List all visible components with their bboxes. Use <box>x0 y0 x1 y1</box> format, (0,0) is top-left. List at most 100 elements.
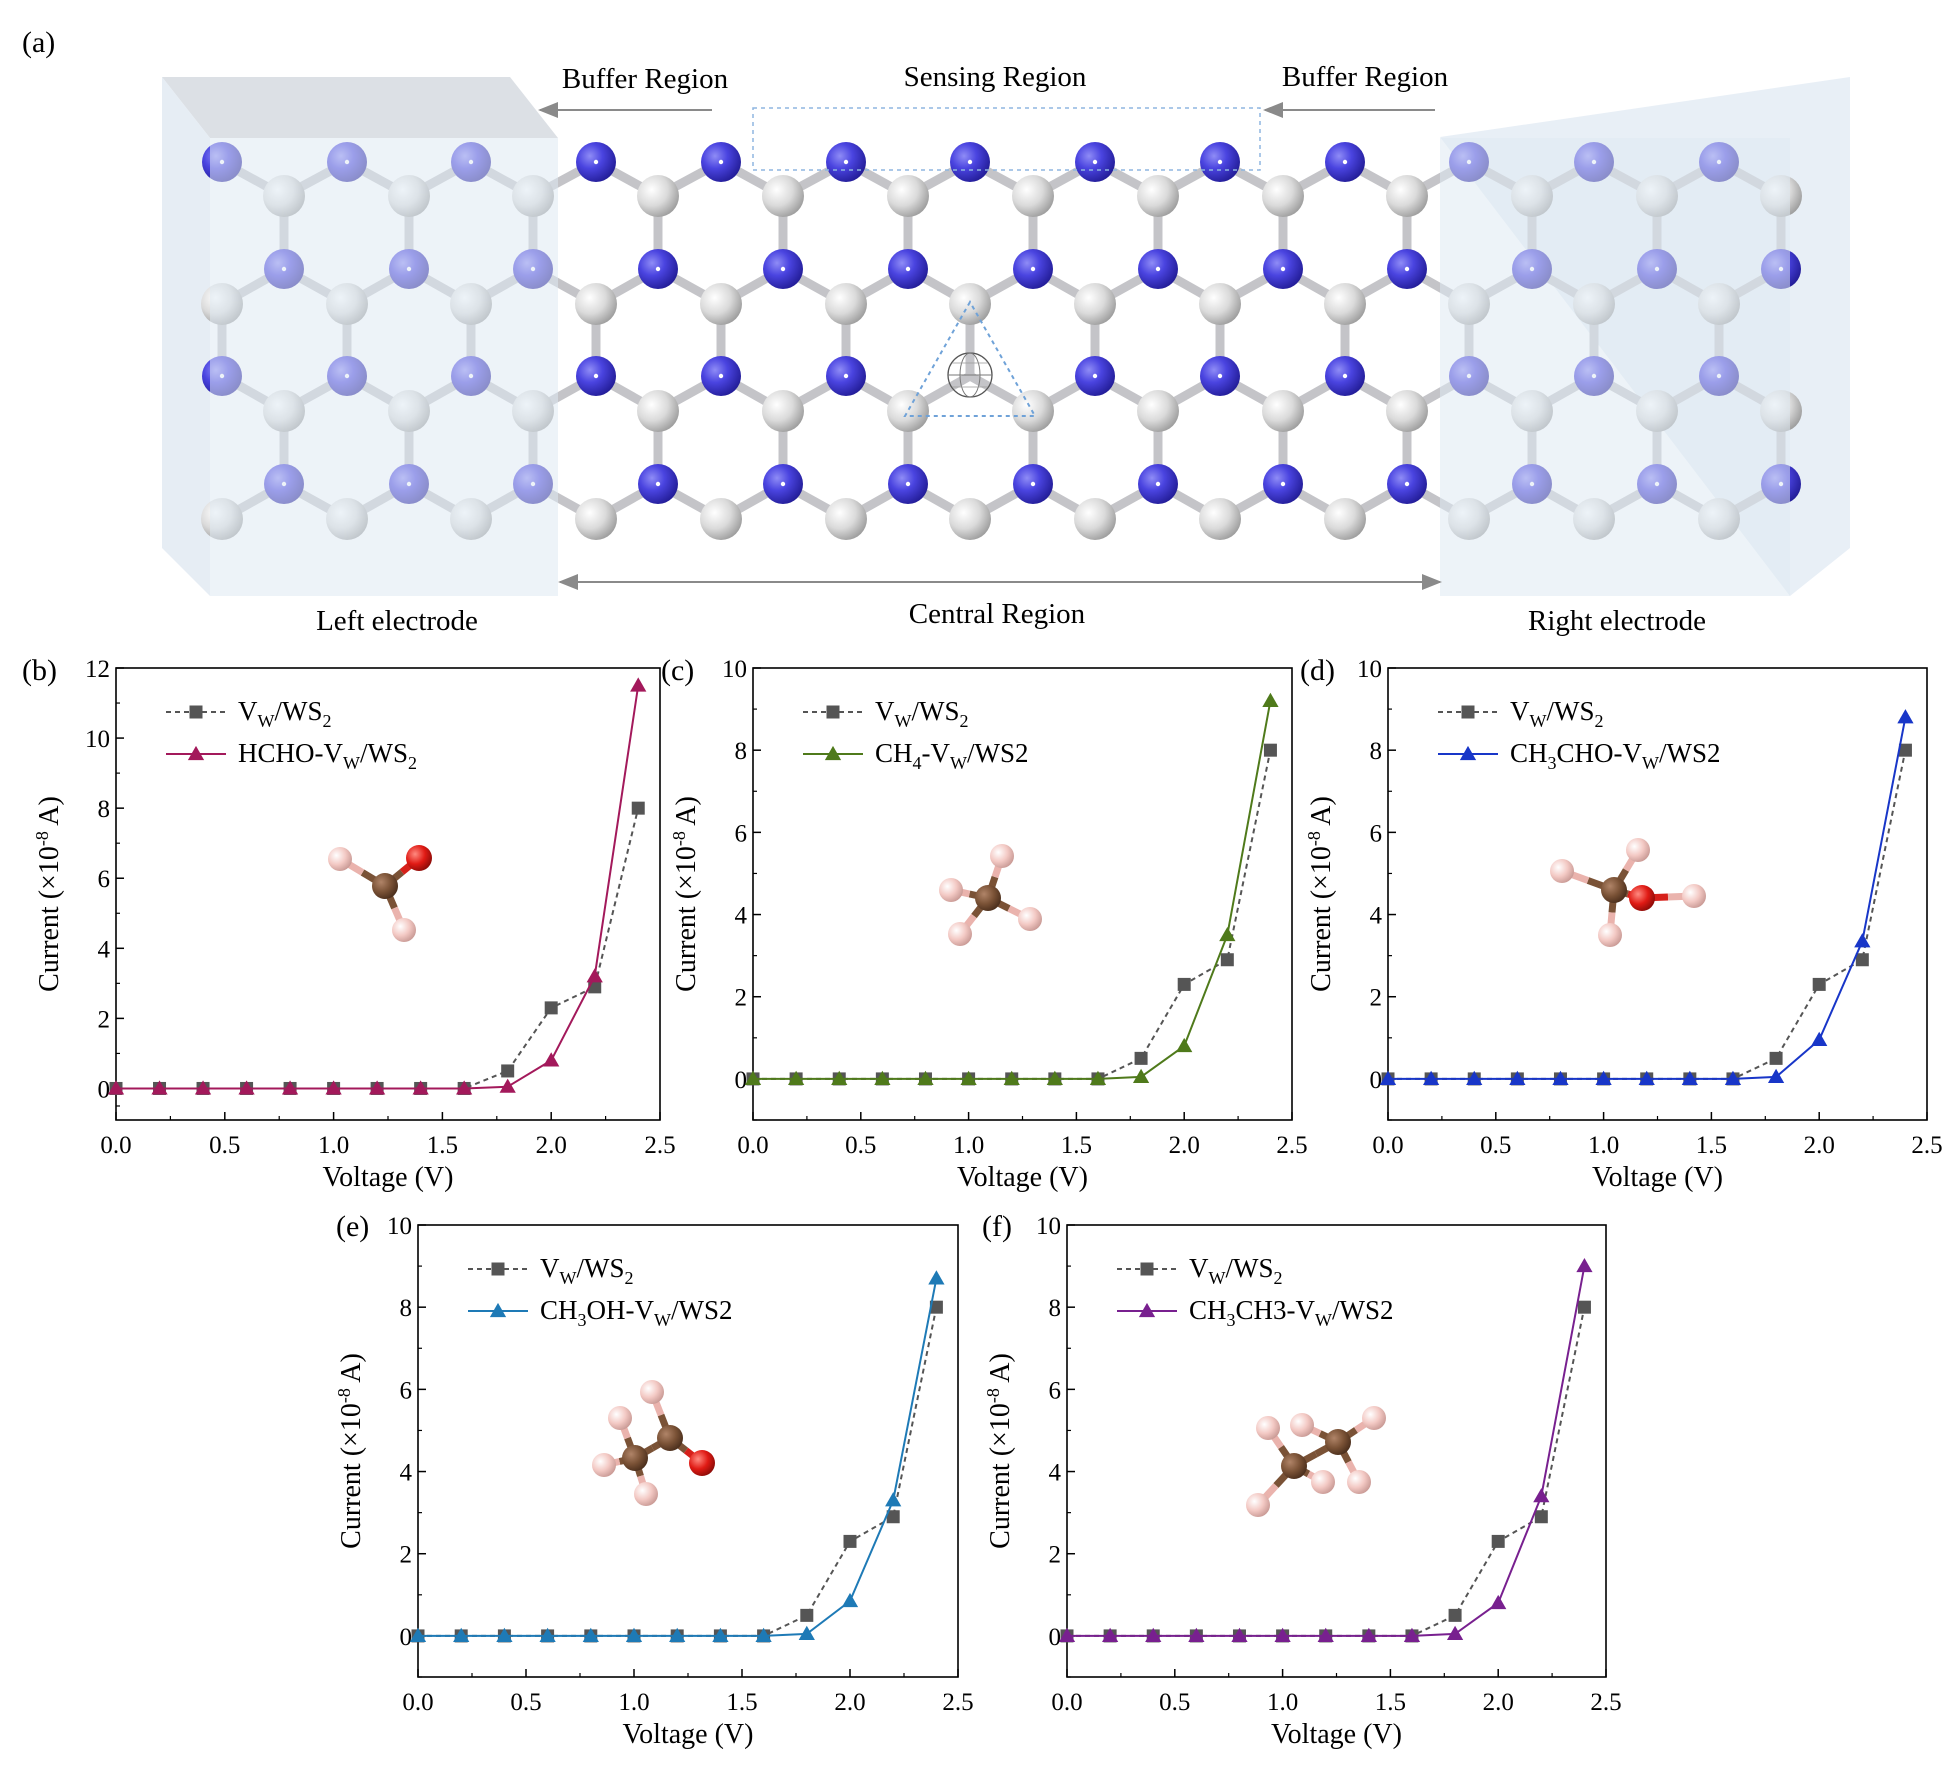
data-point <box>1448 1608 1462 1622</box>
data-point <box>1681 1070 1698 1086</box>
series-line <box>418 1278 938 1637</box>
x-tick-label: 2.5 <box>1590 1689 1621 1716</box>
data-point <box>928 1270 945 1285</box>
y-axis-label: Current (×10-8 A) <box>1304 796 1337 992</box>
data-point <box>755 1627 772 1643</box>
x-tick-label: 0.5 <box>510 1689 541 1716</box>
data-point <box>1638 1070 1655 1086</box>
molecule-ch4 <box>939 844 1042 946</box>
sulfur-atom <box>575 283 617 325</box>
y-tick-label: 0 <box>1049 1624 1062 1651</box>
data-point <box>1811 1031 1828 1046</box>
data-point <box>960 1070 977 1086</box>
data-point <box>1595 1070 1612 1086</box>
x-tick-label: 1.0 <box>318 1132 349 1159</box>
sulfur-atom <box>1324 283 1366 325</box>
x-tick-label: 0.0 <box>1372 1132 1403 1159</box>
chart-panel-f: (f) 0.0 0.5 1.0 1.5 2.0 2.5 0 2 4 6 8 10 Voltage (V) C… <box>982 1210 1622 1750</box>
data-point <box>1231 1627 1248 1643</box>
data-point <box>194 1080 212 1095</box>
sulfur-atom <box>700 283 742 325</box>
x-tick-label: 1.5 <box>427 1132 458 1159</box>
legend-label: VW/WS2 <box>875 696 969 731</box>
data-point <box>1003 1070 1020 1086</box>
y-tick-label: 10 <box>85 726 110 753</box>
x-tick-label: 0.0 <box>737 1132 768 1159</box>
data-point <box>1491 1534 1505 1548</box>
y-tick-label: 2 <box>1370 985 1383 1012</box>
data-point <box>1422 1070 1440 1086</box>
data-point <box>496 1627 513 1643</box>
oxygen-atom <box>689 1450 715 1476</box>
data-point <box>1576 1257 1593 1273</box>
series-CH3CH3-VW/WS2 <box>1058 1257 1593 1643</box>
sulfur-atom <box>949 498 991 540</box>
panel-label: (c) <box>661 654 694 687</box>
tungsten-atom-highlight <box>1030 481 1036 487</box>
y-tick-label: 8 <box>98 796 111 823</box>
tungsten-atom-highlight <box>593 373 599 379</box>
legend-entry: VW/WS2 <box>1438 696 1604 731</box>
data-point <box>544 1001 558 1015</box>
tungsten-atom-highlight <box>655 266 661 272</box>
sulfur-atom <box>762 175 804 217</box>
hydrogen-atom <box>328 847 352 871</box>
series-line <box>1388 749 1907 1080</box>
data-point <box>499 1078 516 1093</box>
data-point <box>501 1064 515 1078</box>
tungsten-atom-highlight <box>1280 266 1286 272</box>
oxygen-atom <box>1629 885 1655 911</box>
tungsten-atom-highlight <box>718 373 724 379</box>
data-point <box>325 1080 342 1095</box>
y-tick-label: 6 <box>1370 820 1383 847</box>
vacancy-marker <box>903 299 1037 417</box>
data-point <box>712 1627 729 1643</box>
y-tick-label: 6 <box>1049 1377 1062 1404</box>
data-point <box>1461 705 1475 719</box>
sulfur-atom <box>1386 390 1428 432</box>
carbon-atom <box>657 1425 683 1451</box>
hydrogen-atom <box>948 922 972 946</box>
data-point <box>539 1627 556 1643</box>
x-tick-label: 1.5 <box>726 1689 757 1716</box>
y-tick-label: 10 <box>387 1213 412 1240</box>
series-line <box>116 807 640 1090</box>
hydrogen-atom <box>1311 1470 1335 1494</box>
data-point <box>843 1534 857 1548</box>
data-point <box>456 1080 473 1095</box>
x-axis-label: Voltage (V) <box>323 1162 454 1193</box>
data-point <box>1188 1627 1205 1643</box>
data-point <box>1466 1070 1483 1086</box>
carbon-atom <box>372 873 398 899</box>
x-tick-label: 2.5 <box>1911 1132 1942 1159</box>
legend-label: HCHO-VW/WS2 <box>238 738 417 773</box>
y-axis-label: Current (×10-8 A) <box>32 796 65 992</box>
sulfur-atom <box>1324 498 1366 540</box>
legend-entry: HCHO-VW/WS2 <box>166 738 417 773</box>
data-point <box>1132 1068 1150 1083</box>
x-tick-label: 2.0 <box>1483 1689 1514 1716</box>
data-point <box>107 1080 125 1095</box>
sulfur-atom <box>575 498 617 540</box>
sulfur-atom <box>825 498 867 540</box>
data-point <box>1898 743 1912 757</box>
sulfur-atom <box>1262 175 1304 217</box>
legend-entry: VW/WS2 <box>1117 1253 1283 1288</box>
data-point <box>1138 1302 1156 1318</box>
sulfur-atom <box>1262 390 1304 432</box>
molecule-hcho <box>328 845 432 942</box>
data-point <box>917 1070 934 1086</box>
x-tick-label: 0.5 <box>1159 1689 1190 1716</box>
sulfur-atom <box>825 283 867 325</box>
tungsten-atom-highlight <box>843 373 849 379</box>
hydrogen-atom <box>608 1406 632 1430</box>
y-axis-label: Current (×10-8 A) <box>983 1353 1016 1549</box>
legend-label: CH3CH3-VW/WS2 <box>1189 1295 1394 1330</box>
y-tick-label: 0 <box>735 1067 748 1094</box>
hydrogen-atom <box>1347 1470 1371 1494</box>
data-point <box>1220 953 1234 967</box>
x-axis-label: Voltage (V) <box>623 1719 754 1750</box>
axes-frame <box>752 667 1293 1121</box>
data-point <box>929 1300 943 1314</box>
